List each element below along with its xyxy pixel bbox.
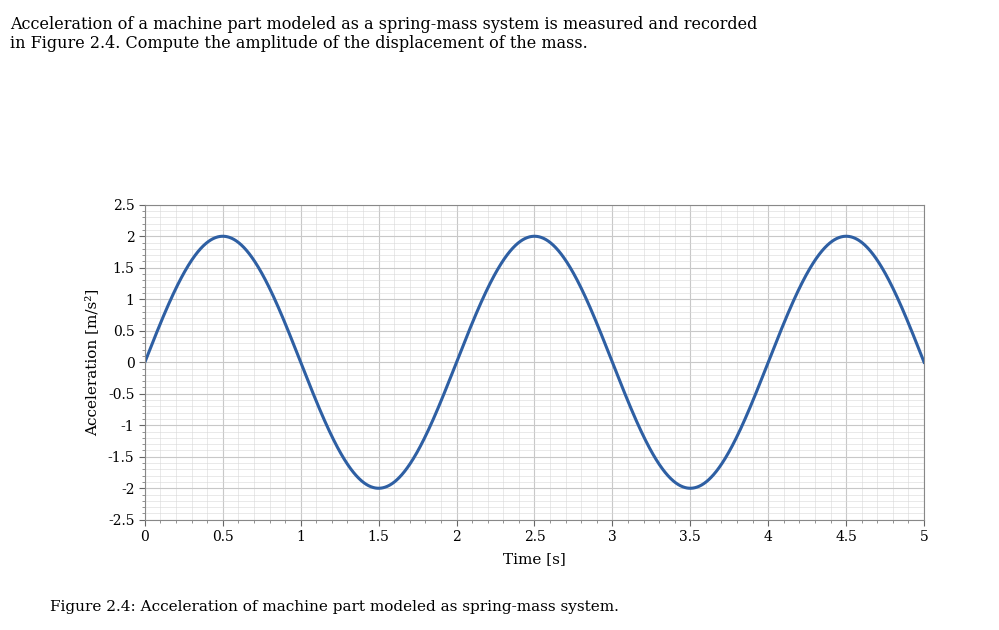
- Text: Acceleration of a machine part modeled as a spring-mass system is measured and r: Acceleration of a machine part modeled a…: [10, 16, 757, 52]
- Text: Figure 2.4: Acceleration of machine part modeled as spring-mass system.: Figure 2.4: Acceleration of machine part…: [50, 600, 618, 614]
- X-axis label: Time [s]: Time [s]: [503, 553, 565, 566]
- Y-axis label: Acceleration [m/s²]: Acceleration [m/s²]: [86, 289, 100, 436]
